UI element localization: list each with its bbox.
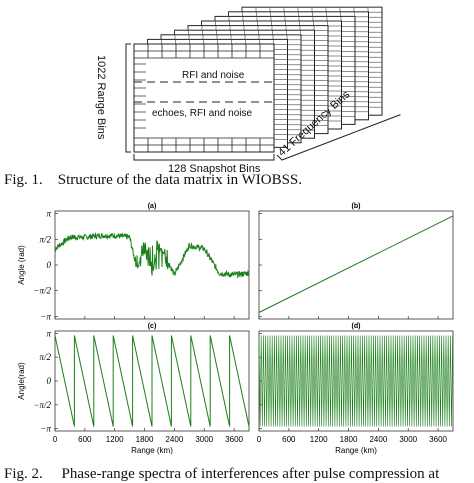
series-line [54, 232, 250, 279]
figure1-caption: Fig. 1. Structure of the data matrix in … [4, 172, 302, 189]
x-tick-label: 2400 [369, 435, 387, 444]
y-tick-label: −π [40, 311, 51, 321]
figure2-caption-text: Phase-range spectra of interferences aft… [61, 466, 440, 482]
label-rfi-noise: RFI and noise [182, 70, 245, 81]
x-tick-label: 3000 [399, 435, 417, 444]
front-face-grid [133, 44, 275, 152]
y-tick-label: −π/2 [33, 400, 51, 410]
x-axis-label: Range (km) [335, 446, 377, 455]
label-echoes-rfi-noise: echoes, RFI and noise [152, 108, 253, 119]
x-tick-label: 3000 [195, 435, 213, 444]
x-tick-label: 1800 [136, 435, 154, 444]
x-axis-label: Range (km) [131, 446, 173, 455]
data-matrix-diagram [125, 6, 401, 161]
y-tick-label: 0 [47, 376, 52, 386]
x-tick-label: 600 [282, 435, 296, 444]
x-tick-label: 0 [257, 435, 262, 444]
panel-title: (b) [352, 203, 361, 210]
panel-a: (a) π π/2 0 −π/2 −π Angle (rad) [17, 203, 250, 321]
panel-title: (d) [352, 323, 361, 330]
x-tick-label: 1200 [106, 435, 124, 444]
plot-grid: (a) π π/2 0 −π/2 −π Angle (rad) (b) (c) π π/2 0 −π/2… [17, 203, 454, 455]
series-line [54, 335, 250, 427]
x-tick-label: 600 [78, 435, 92, 444]
plot-frame [258, 210, 454, 320]
series-line [258, 335, 453, 427]
panel-title: (a) [148, 203, 157, 210]
x-tick-label: 0 [53, 435, 58, 444]
y-tick-label: π [46, 209, 51, 219]
panel-c: (c) π π/2 0 −π/2 −π Angle(rad) 0 600 1200 1800 2400… [17, 323, 250, 455]
x-tick-label: 3600 [225, 435, 243, 444]
panel-b: (b) [258, 203, 454, 320]
x-tick-label: 1800 [340, 435, 358, 444]
y-tick-label: π/2 [39, 234, 51, 244]
snapshot-bracket [125, 43, 401, 161]
y-axis-label: Angle(rad) [17, 362, 26, 400]
x-tick-label: 1200 [310, 435, 328, 444]
snapshot-bins-label: 128 Snapshot Bins [168, 163, 261, 175]
y-tick-label: π [46, 328, 51, 338]
y-tick-label: π/2 [39, 352, 51, 362]
frequency-slice [133, 43, 275, 153]
y-tick-label: 0 [47, 260, 52, 270]
y-tick-label: −π [40, 424, 51, 434]
y-axis-label: Angle (rad) [17, 245, 26, 285]
figure1-caption-text: Structure of the data matrix in WIOBSS. [57, 172, 303, 188]
x-tick-label: 2400 [165, 435, 183, 444]
y-tick-label: −π/2 [33, 286, 51, 296]
series-line [258, 215, 454, 313]
data-cube [125, 6, 401, 161]
figure2-caption-prefix: Fig. 2. [4, 466, 43, 482]
figure1-caption-prefix: Fig. 1. [4, 172, 43, 188]
panel-d: (d) 0 600 1200 1800 2400 3000 3600 Range (km) [257, 323, 454, 455]
panel-title: (c) [148, 323, 157, 330]
figure2-caption: Fig. 2. Phase-range spectra of interfere… [4, 466, 439, 483]
x-tick-label: 3600 [429, 435, 447, 444]
